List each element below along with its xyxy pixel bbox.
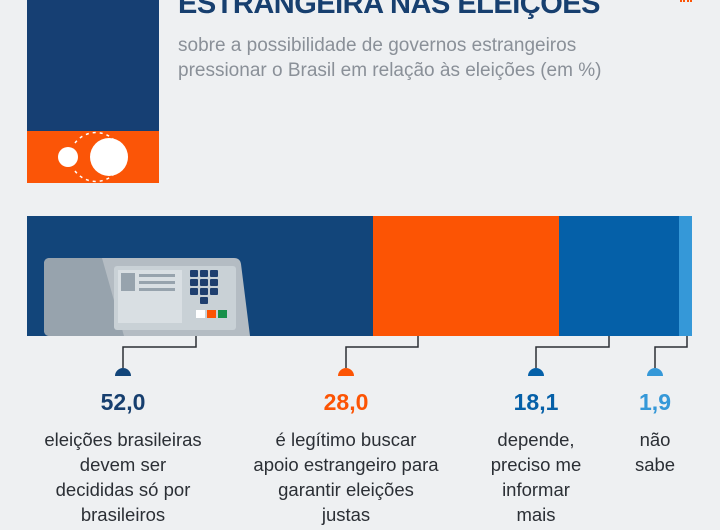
value-label: 1,9	[639, 389, 671, 415]
category-label: não sabe	[634, 429, 676, 475]
category-label: depende, preciso me informar mais	[490, 429, 582, 525]
corner-mark	[680, 0, 692, 5]
value-label: 18,1	[513, 389, 559, 415]
connector-line	[535, 336, 610, 368]
value-label: 52,0	[100, 389, 146, 415]
connector-dot	[338, 368, 354, 376]
voting-machine-icon	[44, 258, 254, 343]
globe-icon	[58, 131, 128, 183]
connector-line	[122, 336, 197, 368]
page-subtitle: sobre a possibilidade de governos estran…	[178, 35, 602, 81]
page-title: ESTRANGEIRA NAS ELEIÇÕES	[178, 0, 600, 20]
connector-dot	[528, 368, 544, 376]
value-label: 28,0	[323, 389, 369, 415]
connector-dot	[647, 368, 663, 376]
connector-dot	[115, 368, 131, 376]
bar-segment	[679, 216, 693, 336]
connector-line	[654, 336, 688, 368]
category-label: eleições brasileiras devem ser decididas s…	[44, 429, 202, 525]
globe-icon-block	[27, 131, 159, 183]
side-block	[27, 0, 159, 131]
connector-line	[345, 336, 419, 368]
category-label: é legítimo buscar apoio estrangeiro para g…	[253, 429, 439, 525]
bar-segment	[372, 216, 560, 336]
bar-segment	[559, 216, 680, 336]
